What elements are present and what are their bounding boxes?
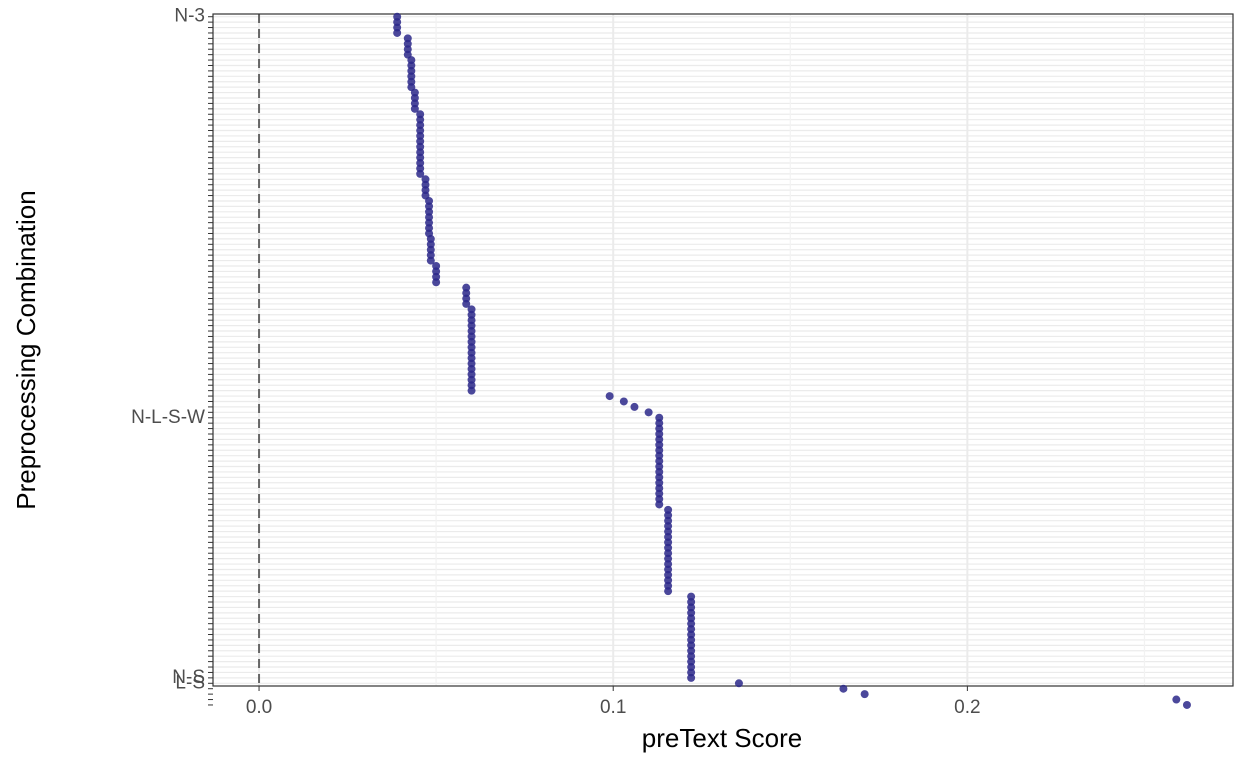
point	[655, 500, 664, 509]
x-tick-label: 0.0	[246, 697, 272, 718]
x-tick-label: 0.1	[600, 697, 626, 718]
point	[605, 392, 614, 401]
panel-border	[212, 13, 1234, 687]
x-tick-label: 0.2	[954, 697, 980, 718]
point	[839, 684, 848, 693]
point	[410, 104, 419, 113]
point	[644, 408, 653, 417]
point	[687, 673, 696, 682]
point	[426, 256, 435, 265]
point	[416, 169, 425, 178]
point	[1172, 695, 1181, 704]
point	[432, 278, 441, 287]
x-axis-title: preText Score	[642, 723, 802, 753]
point	[1182, 700, 1191, 709]
y-tick-label: N-L-S-W	[131, 407, 205, 428]
point	[860, 690, 869, 699]
y-tick-label: N-S	[172, 667, 205, 688]
point	[734, 679, 743, 688]
y-axis-title: Preprocessing Combination	[11, 190, 41, 509]
y-tick-label: L-S	[175, 672, 205, 693]
point	[630, 402, 639, 411]
point	[467, 386, 476, 395]
point	[619, 397, 628, 406]
point	[393, 28, 402, 37]
point	[664, 587, 673, 596]
point	[462, 299, 471, 308]
y-tick-label: N-3	[174, 6, 205, 27]
